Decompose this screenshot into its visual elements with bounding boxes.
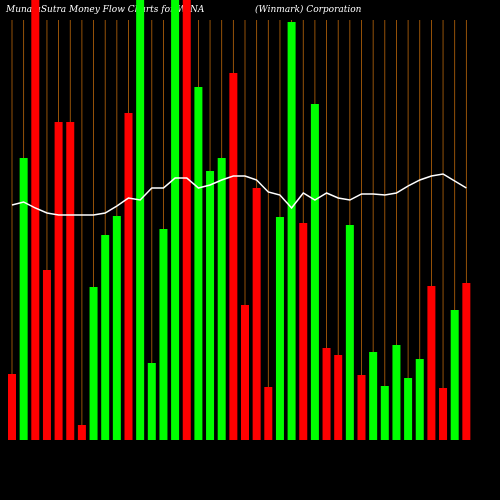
- bar: [427, 286, 436, 440]
- bar: [450, 310, 459, 440]
- bar: [357, 375, 366, 440]
- bar: [404, 378, 413, 440]
- bar: [334, 355, 343, 440]
- bar: [194, 87, 203, 440]
- bar: [275, 217, 284, 440]
- bar: [217, 158, 226, 440]
- chart-subtitle: (Winmark) Corporation: [255, 4, 362, 15]
- bar: [182, 0, 191, 440]
- bar: [8, 374, 16, 440]
- bar: [241, 305, 249, 440]
- bar: [439, 388, 448, 440]
- bar: [42, 270, 51, 440]
- bar: [112, 216, 121, 440]
- bar: [206, 171, 215, 440]
- bar: [252, 188, 261, 440]
- bar: [380, 386, 389, 440]
- bar: [345, 225, 354, 440]
- bar: [287, 22, 296, 440]
- bar: [299, 223, 308, 440]
- bar: [392, 345, 401, 440]
- bar: [264, 387, 273, 440]
- bar: [31, 0, 40, 440]
- bar: [322, 348, 331, 440]
- bar: [54, 122, 63, 440]
- chart-title: MunafaSutra Money Flow Charts for WINA: [5, 5, 205, 15]
- bar: [77, 425, 86, 440]
- bar: [147, 363, 156, 440]
- line: [11, 173, 467, 216]
- bar: [171, 0, 180, 440]
- bar: [310, 104, 319, 440]
- bar: [229, 73, 238, 440]
- bar: [66, 122, 75, 440]
- bar: [19, 158, 28, 440]
- bar: [124, 113, 133, 440]
- bar: [136, 0, 145, 440]
- bar: [89, 287, 98, 440]
- bar: [415, 359, 424, 440]
- bar: [101, 235, 110, 440]
- bar: [159, 229, 168, 440]
- bar: [369, 352, 378, 440]
- bar: [462, 283, 471, 440]
